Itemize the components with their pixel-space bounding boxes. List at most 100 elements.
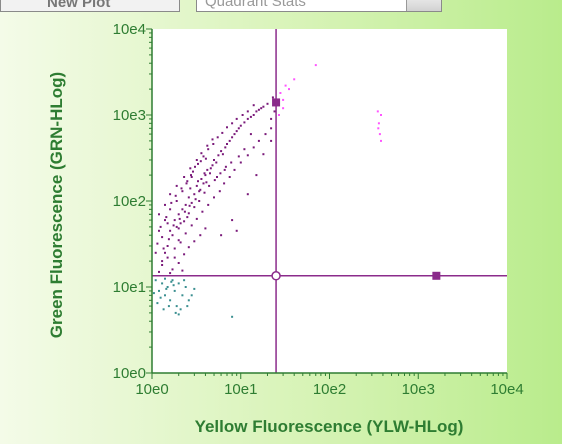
data-point — [246, 110, 249, 113]
data-point — [179, 241, 182, 244]
data-point — [224, 165, 227, 168]
plot-area — [152, 29, 507, 373]
y-tick-label: 10e3 — [113, 107, 146, 124]
data-point — [189, 187, 192, 190]
data-point — [187, 299, 190, 302]
data-point — [208, 184, 211, 187]
data-point — [175, 200, 178, 202]
data-point — [205, 181, 208, 184]
data-point — [200, 152, 203, 155]
y-tick-label: 10e2 — [113, 193, 146, 210]
data-point — [195, 159, 198, 161]
data-point — [186, 216, 189, 219]
data-point — [204, 174, 207, 177]
data-point — [179, 308, 182, 311]
gate-handle[interactable] — [272, 98, 281, 107]
data-point — [237, 155, 240, 158]
data-point — [257, 139, 260, 142]
data-point — [184, 232, 187, 235]
data-point — [172, 284, 175, 287]
data-point — [199, 234, 202, 237]
data-point — [159, 296, 162, 299]
toolbar: New Plot Quadrant Stats — [0, 0, 562, 16]
data-point — [152, 292, 155, 295]
data-point — [270, 139, 273, 142]
data-point — [233, 168, 236, 171]
data-point — [187, 196, 190, 199]
data-point — [170, 280, 173, 283]
data-point — [158, 289, 160, 292]
data-point — [177, 313, 180, 316]
data-point — [206, 168, 209, 171]
data-point — [213, 179, 216, 182]
data-point — [183, 253, 186, 256]
data-point — [228, 139, 231, 142]
data-point — [199, 188, 202, 191]
data-point — [218, 190, 221, 193]
data-point — [211, 138, 214, 141]
data-point — [203, 172, 206, 175]
data-point — [164, 277, 166, 280]
data-point — [162, 247, 165, 250]
data-point — [284, 84, 287, 87]
data-point — [231, 315, 234, 318]
data-point — [377, 122, 380, 125]
data-point — [189, 167, 192, 170]
data-point — [164, 203, 166, 206]
axes: 10e0 10e1 10e2 10e3 10e4 10e0 10e1 10e2 10e3 10e4 — [113, 21, 524, 398]
chevron-down-icon[interactable] — [406, 0, 441, 11]
data-point — [211, 164, 214, 167]
data-point — [173, 247, 176, 250]
data-point — [172, 224, 175, 227]
stats-dropdown[interactable]: Quadrant Stats — [196, 0, 442, 12]
data-point — [249, 133, 252, 136]
data-point — [181, 294, 184, 297]
data-point — [271, 96, 274, 99]
data-point — [249, 115, 252, 118]
data-point — [186, 180, 189, 183]
data-point — [177, 262, 180, 264]
data-point — [376, 110, 379, 113]
data-point — [239, 124, 242, 127]
data-point — [199, 160, 202, 163]
data-point — [154, 279, 157, 282]
data-point — [270, 127, 273, 130]
data-point — [161, 236, 164, 239]
data-point — [177, 227, 180, 230]
x-tick-label: 10e1 — [224, 381, 257, 398]
data-point — [262, 105, 265, 108]
data-point — [154, 251, 157, 254]
data-point — [193, 193, 196, 196]
data-point — [180, 187, 183, 190]
data-point — [213, 196, 215, 199]
data-point — [252, 114, 255, 116]
gate-center-handle[interactable] — [271, 271, 281, 281]
data-point — [246, 193, 249, 196]
quadrant-gate[interactable] — [152, 29, 507, 373]
data-point — [165, 287, 168, 290]
data-point — [187, 212, 190, 215]
data-point — [192, 170, 194, 173]
gate-handle[interactable] — [432, 271, 441, 280]
data-point — [169, 272, 172, 275]
data-point — [264, 133, 267, 136]
data-point — [197, 180, 199, 183]
data-point — [171, 279, 174, 282]
data-point — [195, 217, 198, 220]
data-point — [215, 161, 218, 164]
data-point — [190, 174, 192, 177]
data-point — [216, 136, 219, 139]
data-point — [175, 184, 178, 187]
x-tick-label: 10e4 — [490, 381, 523, 398]
data-point — [241, 114, 244, 116]
data-point — [193, 240, 196, 243]
new-plot-button[interactable]: New Plot — [0, 0, 180, 12]
data-point — [178, 217, 181, 220]
data-point — [278, 114, 280, 116]
data-point — [179, 222, 182, 225]
data-point — [198, 190, 201, 193]
data-point — [207, 148, 210, 151]
data-point — [169, 229, 172, 232]
data-point — [174, 194, 177, 197]
data-point — [181, 208, 184, 211]
